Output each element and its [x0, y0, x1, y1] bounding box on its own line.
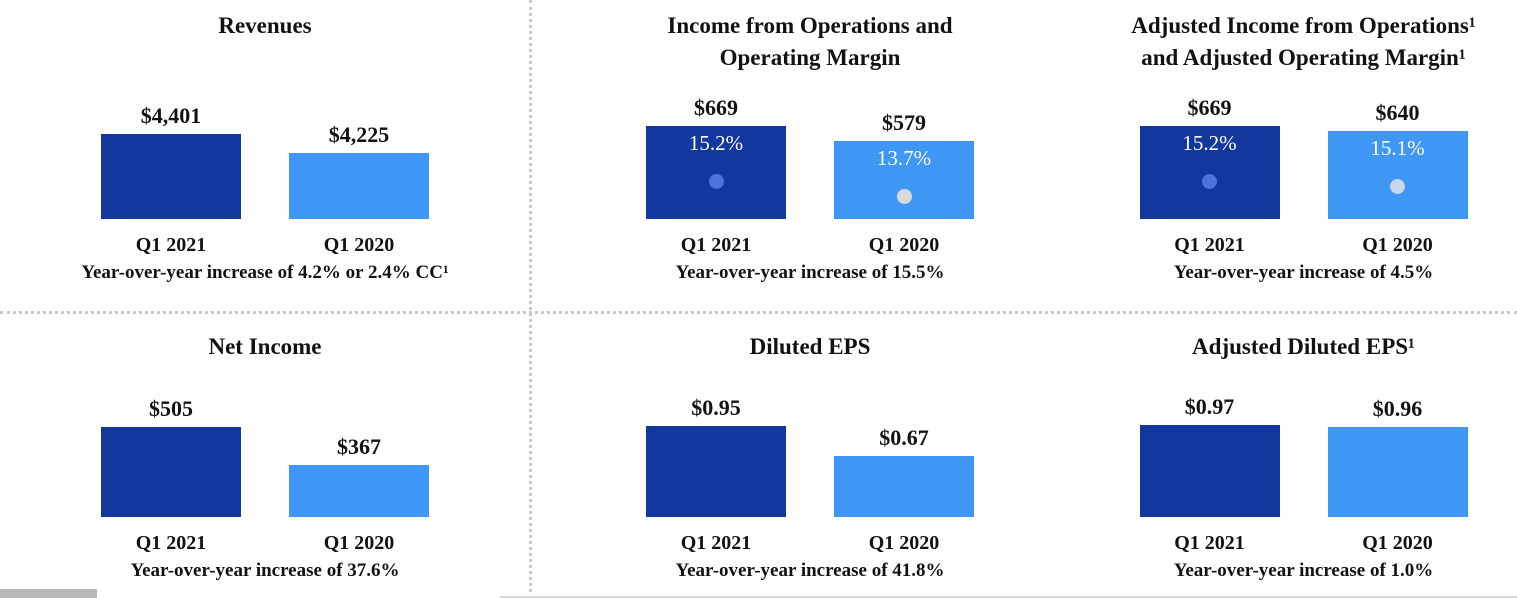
category-label: Q1 2020: [868, 234, 940, 256]
margin-label: 15.2%: [688, 131, 744, 155]
bottom-edge-gray-line: [500, 596, 1517, 598]
bar-q1-2020: [289, 465, 429, 517]
chart-adjusted-income-from-operations: Adjusted Income from Operations¹ and Adj…: [1090, 0, 1517, 313]
bar-group-q1-2020: $4,225: [289, 122, 429, 219]
chart-title: Net Income: [208, 334, 322, 359]
margin-marker-dot: [896, 189, 912, 205]
footnote: Year-over-year increase of 15.5%: [675, 262, 945, 283]
category-axis: Q1 2021 Q1 2020: [1140, 532, 1468, 555]
plot-area: $669 15.2% $640 15.1%: [1139, 86, 1468, 219]
category-label: Q1 2020: [868, 532, 940, 554]
bar-group-q1-2020: $579 13.7%: [834, 110, 974, 219]
horizontal-dotted-divider: [0, 311, 1517, 314]
chart-adjusted-diluted-eps: Adjusted Diluted EPS¹ $0.97 $0.96 Q1 202…: [1090, 313, 1517, 598]
value-label: $367: [337, 433, 381, 459]
value-label: $0.95: [691, 394, 741, 420]
plot-area: $505 $367: [101, 373, 429, 517]
margin-label: 13.7%: [876, 146, 932, 170]
bar-q1-2021: [101, 427, 241, 517]
category-axis: Q1 2021 Q1 2020: [646, 532, 974, 555]
value-label: $669: [694, 94, 738, 120]
category-label: Q1 2021: [1174, 532, 1245, 554]
bar-q1-2021: [1139, 425, 1280, 517]
chart-title: Revenues: [218, 13, 312, 38]
plot-area: $0.97 $0.96: [1139, 373, 1468, 517]
plot-area: $0.95 $0.67: [646, 373, 974, 517]
vertical-dotted-divider: [529, 0, 532, 592]
bar-group-q1-2021: $0.95: [646, 395, 786, 517]
category-label: Q1 2021: [680, 532, 752, 554]
bar-q1-2020: 13.7%: [834, 141, 974, 219]
bar-group-q1-2021: $0.97: [1139, 393, 1280, 517]
value-label: $669: [1187, 94, 1232, 120]
margin-marker-dot: [1202, 174, 1217, 190]
category-axis: Q1 2021 Q1 2020: [101, 234, 429, 257]
value-label: $0.67: [879, 424, 929, 450]
category-label: Q1 2021: [135, 234, 207, 256]
chart-title: Income from Operations and Operating Mar…: [667, 13, 953, 70]
bar-q1-2021: [101, 134, 241, 219]
bar-q1-2020: [289, 153, 429, 219]
footnote: Year-over-year increase of 4.5%: [1173, 262, 1434, 283]
value-label: $0.97: [1184, 393, 1235, 419]
bar-group-q1-2021: $4,401: [101, 103, 241, 219]
bar-q1-2020: [834, 456, 974, 517]
bar-q1-2021: 15.2%: [646, 126, 786, 219]
chart-diluted-eps: Diluted EPS $0.95 $0.67 Q1 2021 Q1 2020 …: [530, 313, 1090, 598]
bar-q1-2020: [1327, 427, 1468, 517]
category-label: Q1 2021: [680, 234, 752, 256]
footnote: Year-over-year increase of 41.8%: [675, 560, 945, 581]
bottom-left-gray-strip: [0, 589, 97, 598]
category-label: Q1 2020: [1362, 532, 1433, 554]
margin-marker-dot: [708, 174, 724, 190]
category-label: Q1 2020: [1362, 234, 1433, 256]
bar-group-q1-2020: $640 15.1%: [1327, 99, 1468, 219]
value-label: $4,401: [140, 102, 202, 128]
category-label: Q1 2020: [323, 532, 395, 554]
footnote: Year-over-year increase of 4.2% or 2.4% …: [81, 262, 449, 283]
category-label: Q1 2020: [323, 234, 395, 256]
footnote: Year-over-year increase of 1.0%: [1173, 560, 1434, 581]
value-label: $640: [1375, 99, 1420, 125]
chart-income-from-operations: Income from Operations and Operating Mar…: [530, 0, 1090, 313]
category-axis: Q1 2021 Q1 2020: [101, 532, 429, 555]
category-axis: Q1 2021 Q1 2020: [646, 234, 974, 257]
plot-area: $4,401 $4,225: [101, 86, 429, 219]
category-label: Q1 2021: [135, 532, 207, 554]
footnote: Year-over-year increase of 37.6%: [130, 560, 400, 581]
value-label: $0.96: [1372, 395, 1423, 421]
bar-group-q1-2020: $367: [289, 434, 429, 517]
margin-label: 15.1%: [1370, 136, 1425, 160]
margin-marker-dot: [1390, 179, 1405, 195]
bar-q1-2021: [646, 426, 786, 517]
plot-area: $669 15.2% $579 13.7%: [646, 86, 974, 219]
bar-q1-2020: 15.1%: [1327, 131, 1468, 219]
margin-label: 15.2%: [1182, 131, 1237, 155]
value-label: $4,225: [328, 121, 390, 147]
value-label: $579: [882, 109, 926, 135]
chart-revenues: Revenues $4,401 $4,225 Q1 2021 Q1 2020 Y…: [0, 0, 530, 313]
category-axis: Q1 2021 Q1 2020: [1140, 234, 1468, 257]
category-label: Q1 2021: [1174, 234, 1245, 256]
bar-group-q1-2021: $669 15.2%: [1139, 94, 1280, 219]
bar-group-q1-2020: $0.67: [834, 425, 974, 517]
bar-q1-2021: 15.2%: [1139, 126, 1280, 219]
bar-group-q1-2021: $669 15.2%: [646, 95, 786, 219]
value-label: $505: [149, 395, 193, 421]
chart-title: Adjusted Diluted EPS¹: [1192, 334, 1415, 359]
chart-title: Adjusted Income from Operations¹ and Adj…: [1131, 13, 1476, 70]
bar-group-q1-2021: $505: [101, 396, 241, 517]
chart-net-income: Net Income $505 $367 Q1 2021 Q1 2020 Yea…: [0, 313, 530, 598]
bar-group-q1-2020: $0.96: [1327, 395, 1468, 517]
chart-title: Diluted EPS: [749, 334, 871, 359]
